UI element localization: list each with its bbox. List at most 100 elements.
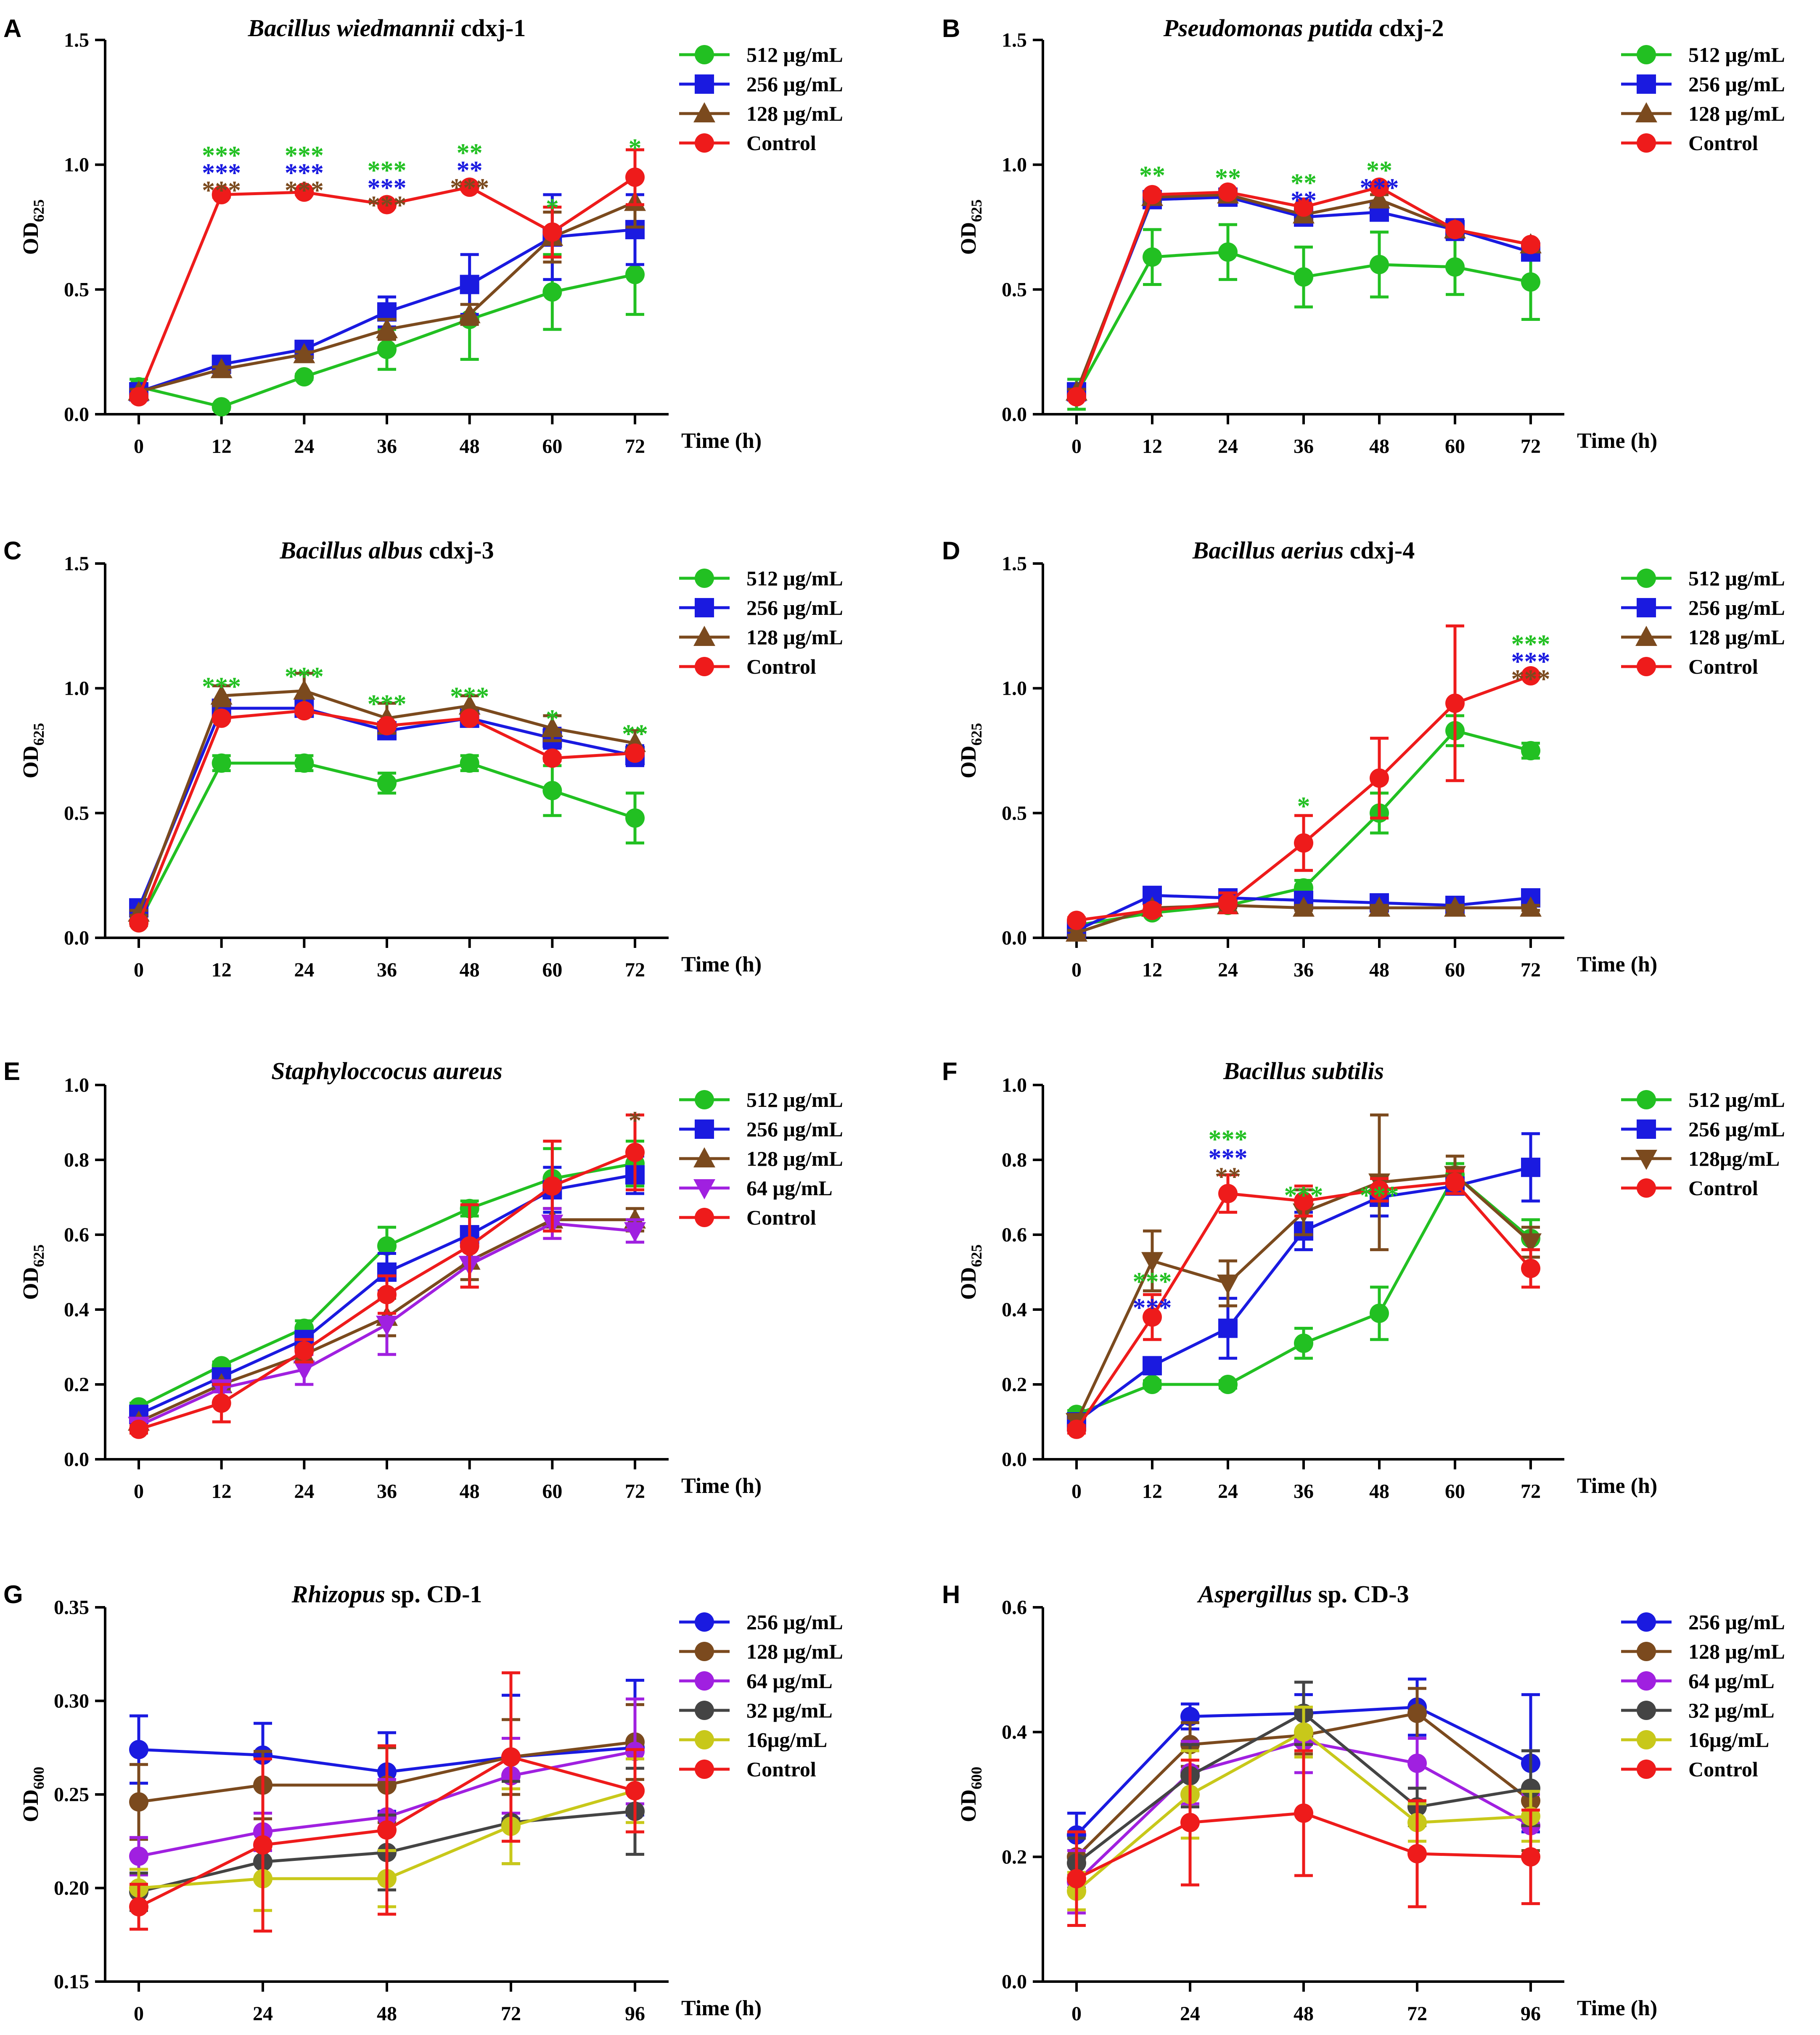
panel-b-y-tick-label: 0.0 xyxy=(1002,403,1027,426)
panel-g-legend-item: 64 μg/mL xyxy=(679,1669,833,1693)
panel-d-x-axis-label: Time (h) xyxy=(1577,953,1657,976)
panel-a-significance-mark: *** xyxy=(285,159,324,188)
panel-c-x-tick-label: 48 xyxy=(460,959,480,981)
panel-c-y-axis-label-subscript: 625 xyxy=(30,723,47,746)
panel-a-data-point xyxy=(212,185,231,204)
panel-a-y-axis-label: OD625 xyxy=(19,199,47,255)
panel-c-legend-marker xyxy=(693,626,715,646)
panel-b-significance-mark: ** xyxy=(1366,156,1392,185)
panel-f-data-point xyxy=(1218,1318,1238,1338)
panel-e-x-tick-label: 12 xyxy=(212,1480,232,1503)
panel-f-y-tick-label: 0.2 xyxy=(1002,1373,1027,1396)
panel-b-data-point xyxy=(1521,235,1540,254)
panel-e-legend-item: 256 μg/mL xyxy=(679,1117,843,1141)
panel-f-significance-mark: *** xyxy=(1209,1125,1248,1154)
panel-f-x-tick-label: 48 xyxy=(1369,1480,1389,1503)
panel-h-legend-marker xyxy=(1637,1671,1656,1691)
panel-f-significance-mark: ** xyxy=(1215,1163,1241,1191)
panel-d-data-point xyxy=(1143,900,1162,920)
panel-a-significance-mark: *** xyxy=(285,141,324,170)
panel-a-significance-mark: *** xyxy=(202,141,241,170)
panel-f-data-point xyxy=(1370,1303,1389,1323)
panel-h-legend-item: 128 μg/mL xyxy=(1621,1640,1785,1663)
panel-c-y-tick-label: 0.5 xyxy=(64,802,89,824)
panel-b-title-suffix: cdxj-2 xyxy=(1373,14,1444,42)
panel-h-legend-label: 16μg/mL xyxy=(1688,1728,1769,1752)
panel-b-legend-label: 256 μg/mL xyxy=(1688,72,1785,96)
panel-a-data-point xyxy=(458,303,481,323)
panel-b-series-3 xyxy=(1067,177,1540,407)
panel-h-legend-item: 32 μg/mL xyxy=(1621,1699,1775,1722)
panel-e-y-tick-label: 0.6 xyxy=(64,1224,89,1246)
panel-a-significance-mark: *** xyxy=(202,176,241,205)
panel-b-letter: B xyxy=(942,14,960,42)
panel-g-title: Rhizopus sp. CD-1 xyxy=(291,1580,482,1608)
panel-g-data-point xyxy=(253,1835,272,1855)
panel-e-legend-label: Control xyxy=(746,1206,816,1229)
panel-c-data-point xyxy=(212,753,231,773)
panel-c-legend-label: 128 μg/mL xyxy=(746,625,843,649)
panel-e-title: Staphyloccocus aureus xyxy=(271,1057,502,1085)
panel-g-legend-label: 32 μg/mL xyxy=(746,1699,833,1722)
panel-h-data-point xyxy=(1294,1722,1313,1742)
panel-c-title-suffix: cdxj-3 xyxy=(423,537,494,564)
panel-c-letter: C xyxy=(3,537,21,565)
panel-h-data-point xyxy=(1407,1844,1427,1863)
panel-a-letter: A xyxy=(3,14,21,42)
panel-d-x-tick-label: 36 xyxy=(1294,959,1314,981)
panel-b-legend-item: 512 μg/mL xyxy=(1621,43,1785,66)
panel-f-legend-marker xyxy=(1637,1090,1656,1109)
panel-b-data-point xyxy=(1143,185,1162,204)
panel-d-significance-mark: *** xyxy=(1511,630,1550,659)
panel-e-letter: E xyxy=(3,1057,20,1085)
panel-h-x-tick-label: 0 xyxy=(1071,2003,1082,2025)
panel-h-legend-marker xyxy=(1637,1701,1656,1720)
panel-a-significance-mark: *** xyxy=(202,159,241,188)
panel-c-data-point xyxy=(458,694,481,715)
panel-b-data-point xyxy=(1445,220,1465,239)
panel-d-series-3 xyxy=(1067,624,1540,930)
panel-f-data-point xyxy=(1521,1157,1540,1177)
panel-c-significance-mark: ** xyxy=(622,720,648,749)
panel-a-legend-item: 512 μg/mL xyxy=(679,43,843,66)
panel-h-data-point xyxy=(1407,1704,1427,1723)
panel-b-legend-label: 128 μg/mL xyxy=(1688,102,1785,125)
panel-c-legend-label: 256 μg/mL xyxy=(746,596,843,619)
panel-f-x-tick-label: 60 xyxy=(1445,1480,1465,1503)
panel-f-legend-marker xyxy=(1637,1119,1656,1139)
panel-a-legend-marker xyxy=(695,74,714,94)
panel-h-letter: H xyxy=(942,1580,960,1609)
panel-c-significance-mark: *** xyxy=(285,662,324,691)
panel-d-data-point xyxy=(1294,833,1313,853)
panel-b-x-tick-label: 12 xyxy=(1142,435,1162,458)
panel-f-legend-label: 128μg/mL xyxy=(1688,1147,1780,1170)
panel-e-data-point xyxy=(212,1393,231,1413)
panel-a-data-point xyxy=(294,182,314,202)
panel-e-y-axis-label-subscript: 625 xyxy=(30,1244,47,1267)
panel-a-data-point xyxy=(460,275,479,294)
panel-c-y-axis-label: OD625 xyxy=(19,723,47,778)
panel-d-legend-marker xyxy=(1635,626,1657,646)
panel-g-legend-item: 32 μg/mL xyxy=(679,1699,833,1722)
panel-h-x-axis-label: Time (h) xyxy=(1577,1996,1657,2020)
panel-b-data-point xyxy=(1218,242,1238,262)
panel-c-significance-mark: *** xyxy=(202,672,241,701)
panel-a-data-point xyxy=(460,177,479,197)
panel-a-legend-marker xyxy=(695,133,714,153)
panel-d-legend-item: 256 μg/mL xyxy=(1621,596,1785,619)
panel-e-data-point xyxy=(294,1341,314,1360)
panel-g-title-suffix: sp. CD-1 xyxy=(385,1580,482,1608)
panel-a-data-point xyxy=(210,358,233,378)
panel-d-legend-item: 512 μg/mL xyxy=(1621,566,1785,590)
panel-c-data-point xyxy=(542,781,562,800)
panel-e-x-tick-label: 60 xyxy=(542,1480,562,1503)
panel-a-y-tick-label: 0.0 xyxy=(64,403,89,426)
panel-d-y-tick-label: 1.0 xyxy=(1002,677,1027,700)
panel-c-x-tick-label: 0 xyxy=(134,959,144,981)
panel-b-significance-mark: ** xyxy=(1291,169,1317,197)
panel-b-significance-mark: *** xyxy=(1360,174,1399,202)
panel-d-data-point xyxy=(1067,910,1086,930)
panel-e-y-tick-label: 0.0 xyxy=(64,1448,89,1471)
panel-c-data-point xyxy=(625,743,645,763)
panel-f-data-point xyxy=(1294,1191,1313,1211)
